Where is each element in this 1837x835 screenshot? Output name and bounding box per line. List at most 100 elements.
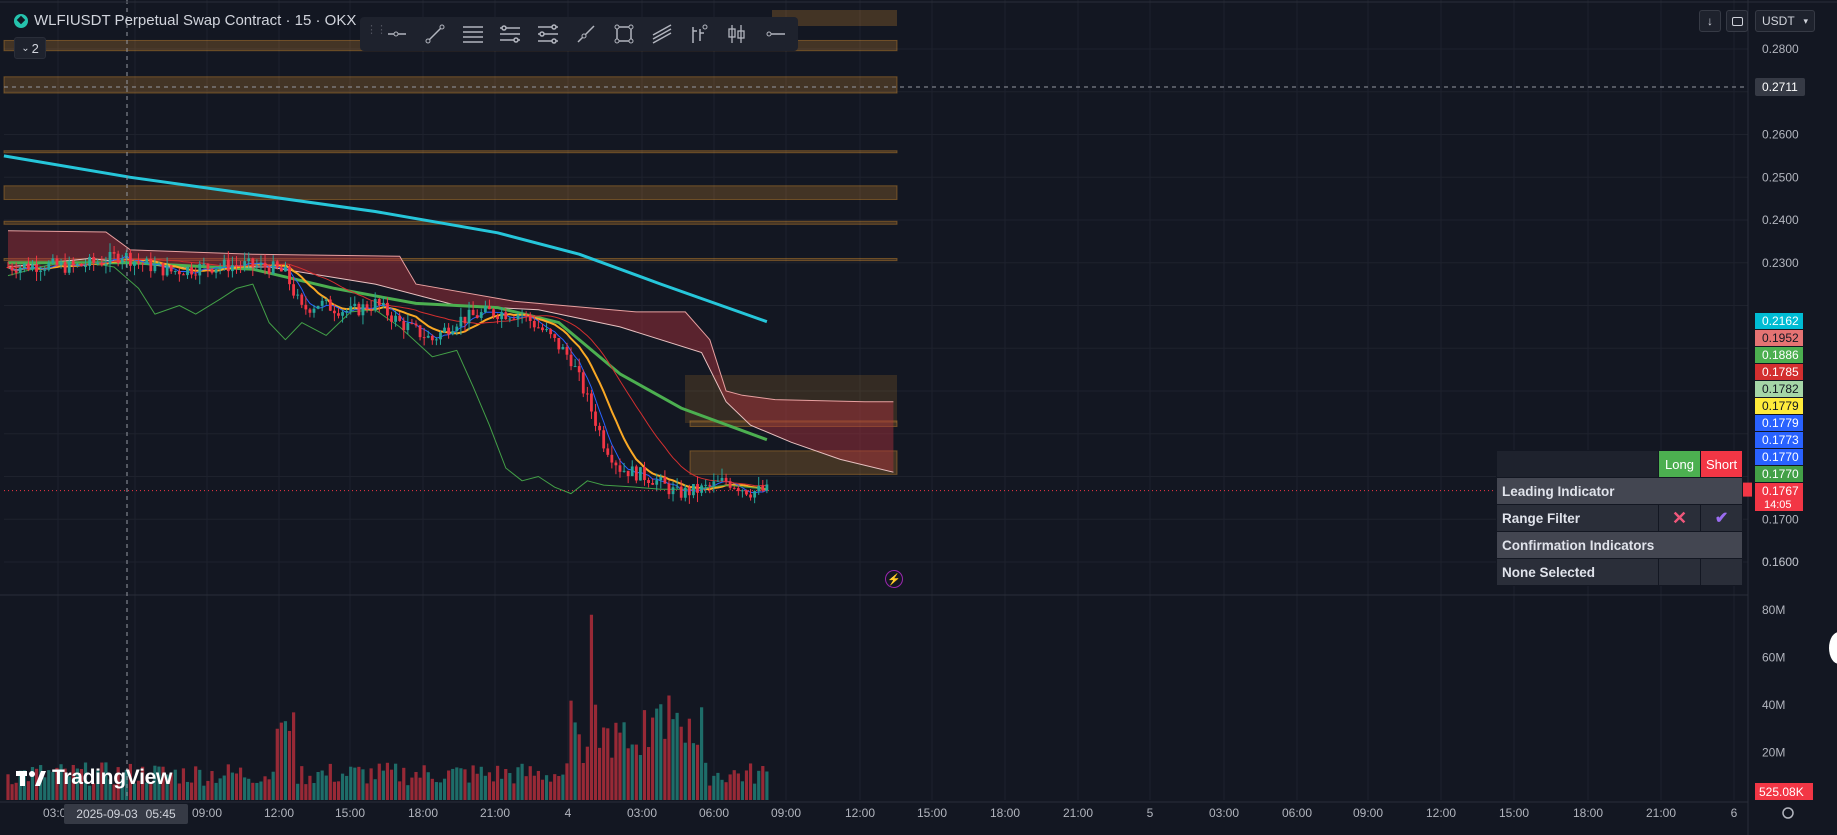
candle-body [51, 258, 55, 263]
candle-body [357, 303, 361, 316]
candle-body [565, 347, 569, 355]
candle-body [210, 268, 214, 273]
candle-body [687, 487, 691, 496]
confirmation-short-cell [1699, 558, 1744, 586]
crosshair-time-label: 2025-09-03 05:45 [64, 804, 188, 824]
candle-body [133, 261, 136, 266]
candle-body [443, 327, 446, 333]
candle-body [447, 327, 451, 335]
candle-body [402, 320, 406, 331]
volume-bar [96, 770, 100, 800]
volume-bar [132, 783, 137, 800]
volume-bar [128, 763, 132, 800]
scroll-to-latest-button[interactable]: ↓ [1699, 10, 1721, 32]
candle-body [222, 259, 226, 267]
volume-bar [100, 762, 104, 800]
fib-levels-icon[interactable] [458, 20, 488, 48]
candle-body [337, 313, 340, 316]
volume-bar [251, 782, 255, 800]
currency-value: USDT [1762, 14, 1795, 28]
currency-select[interactable]: USDT ▾ [1755, 10, 1815, 32]
price-label-bg [1755, 347, 1803, 363]
candle-body [422, 337, 426, 339]
price-label-bg [1755, 415, 1803, 431]
volume-bar [88, 785, 92, 800]
volume-bar [116, 767, 120, 800]
volume-bar [700, 707, 704, 800]
candle-body [634, 466, 638, 481]
candle-body [120, 258, 124, 263]
candle-body [679, 486, 683, 498]
price-tick-label: 0.2500 [1762, 170, 1799, 184]
time-tick-label: 12:00 [1426, 806, 1456, 820]
auto-scale-button[interactable] [1726, 10, 1748, 32]
candle-body [394, 315, 397, 322]
price-label-value: 0.1952 [1762, 331, 1799, 345]
volume-bar [630, 744, 634, 800]
candle-body [459, 316, 463, 327]
candles-icon[interactable] [722, 20, 752, 48]
candle-body [194, 274, 198, 276]
volume-bar [255, 782, 259, 800]
price-tick-label: 0.1600 [1762, 555, 1799, 569]
candle-body [137, 261, 140, 264]
candle-body [259, 262, 263, 266]
candle-body [643, 467, 646, 481]
indicator-collapse-button[interactable]: ⌄ 2 [14, 37, 46, 59]
volume-bar [234, 773, 239, 800]
volume-bar [544, 775, 549, 800]
horizontal-ray-icon[interactable] [382, 20, 412, 48]
ray-icon[interactable] [571, 20, 601, 48]
drag-handle-icon[interactable]: ⋮⋮ [366, 24, 387, 36]
candle-body [296, 294, 300, 296]
candle-body [165, 265, 169, 276]
trend-line-icon[interactable] [420, 20, 450, 48]
volume-bar [475, 773, 479, 800]
crosshair-price-bg [1755, 78, 1805, 97]
horizontal-line-icon[interactable] [760, 20, 790, 48]
tradingview-logo[interactable]: TradingView [16, 766, 172, 790]
candle-body [655, 480, 659, 485]
time-tick-label: 03:00 [627, 806, 657, 820]
candle-body [683, 487, 687, 498]
volume-bar [26, 781, 30, 800]
volume-bar [451, 768, 455, 800]
candle-body [492, 309, 495, 316]
volume-bar [618, 732, 622, 800]
volume-bar [181, 768, 186, 800]
volume-bar [381, 770, 385, 800]
lightning-icon[interactable]: ⚡ [885, 570, 903, 588]
volume-bar [43, 777, 47, 800]
drawing-toolbar: ⋮⋮ [360, 17, 798, 51]
volume-bar [67, 776, 71, 800]
volume-bar [243, 777, 247, 800]
volume-bar [336, 781, 341, 800]
volume-bar [508, 773, 512, 800]
crosshair-price-label: 0.2711 [1762, 80, 1798, 94]
candle-body [328, 299, 332, 311]
pitchfork-icon[interactable] [533, 20, 563, 48]
volume-bar [153, 765, 157, 800]
candle-body [647, 480, 650, 484]
rectangle-icon[interactable] [609, 20, 639, 48]
candle-body [124, 252, 128, 259]
lines-icon[interactable] [647, 20, 677, 48]
volume-bar [463, 769, 467, 800]
candle-body [671, 487, 675, 495]
candle-series [6, 243, 769, 504]
volume-bar [736, 773, 740, 800]
bars-pattern-icon[interactable] [685, 20, 715, 48]
volume-bar [218, 778, 222, 800]
parallel-channel-icon[interactable] [495, 20, 525, 48]
candle-body [651, 483, 655, 485]
volume-bar [426, 772, 430, 800]
candle-body [585, 393, 589, 395]
candle-body [455, 326, 459, 332]
candle-body [27, 263, 30, 270]
volume-bar [312, 783, 316, 800]
time-tick-label: 15:00 [335, 806, 365, 820]
symbol-title[interactable]: WLFIUSDT Perpetual Swap Contract · 15 · … [14, 12, 356, 29]
side-panel-button[interactable] [1829, 632, 1837, 664]
